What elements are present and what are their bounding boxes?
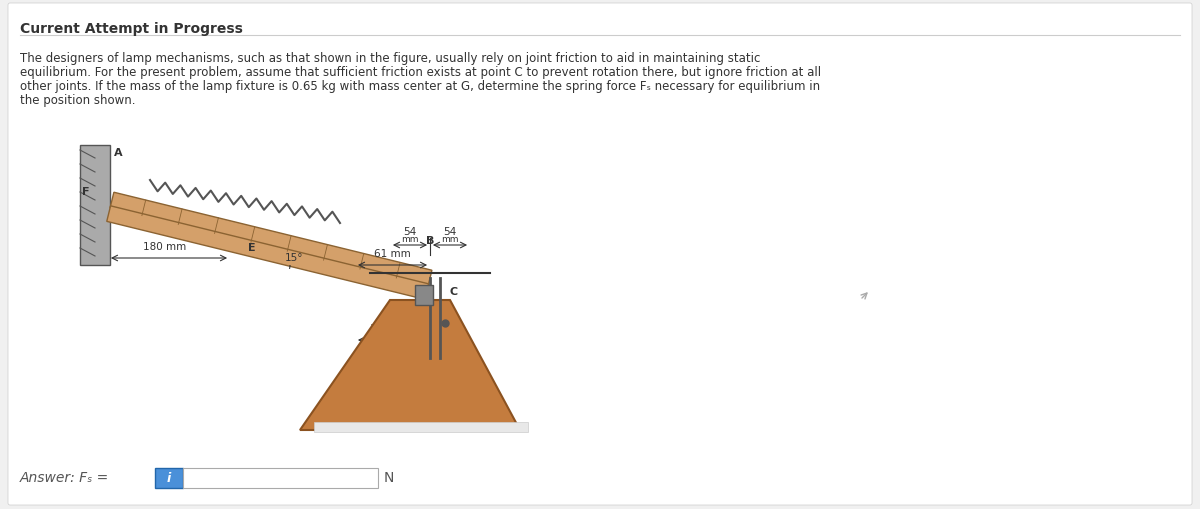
- Text: F: F: [82, 187, 90, 197]
- Text: B: B: [426, 236, 434, 246]
- Text: 54: 54: [403, 227, 416, 237]
- Text: i: i: [167, 471, 172, 485]
- Text: 15°: 15°: [286, 253, 304, 263]
- Bar: [182, 468, 378, 488]
- Text: Current Attempt in Progress: Current Attempt in Progress: [20, 22, 242, 36]
- Polygon shape: [107, 206, 428, 299]
- Text: 54: 54: [443, 227, 457, 237]
- Text: Answer: Fₛ =: Answer: Fₛ =: [20, 471, 109, 485]
- Polygon shape: [110, 192, 432, 286]
- Text: the position shown.: the position shown.: [20, 94, 136, 107]
- Text: 180 mm: 180 mm: [371, 324, 414, 334]
- Text: E: E: [248, 243, 256, 253]
- FancyBboxPatch shape: [8, 3, 1192, 505]
- Text: G: G: [450, 313, 460, 323]
- Text: other joints. If the mass of the lamp fixture is 0.65 kg with mass center at G, : other joints. If the mass of the lamp fi…: [20, 80, 820, 93]
- Text: C: C: [450, 287, 458, 297]
- Text: 180 mm: 180 mm: [143, 242, 187, 252]
- Bar: [314, 422, 528, 432]
- Text: equilibrium. For the present problem, assume that sufficient friction exists at : equilibrium. For the present problem, as…: [20, 66, 821, 79]
- Text: mm: mm: [442, 235, 458, 244]
- Text: D: D: [415, 310, 425, 320]
- Bar: [415, 285, 433, 305]
- Text: mm: mm: [401, 235, 419, 244]
- Text: The designers of lamp mechanisms, such as that shown in the figure, usually rely: The designers of lamp mechanisms, such a…: [20, 52, 761, 65]
- Text: 61 mm: 61 mm: [373, 249, 410, 259]
- Polygon shape: [300, 300, 520, 430]
- Bar: [80, 145, 110, 265]
- Bar: [155, 468, 182, 488]
- Text: N: N: [384, 471, 395, 485]
- Text: A: A: [114, 148, 122, 158]
